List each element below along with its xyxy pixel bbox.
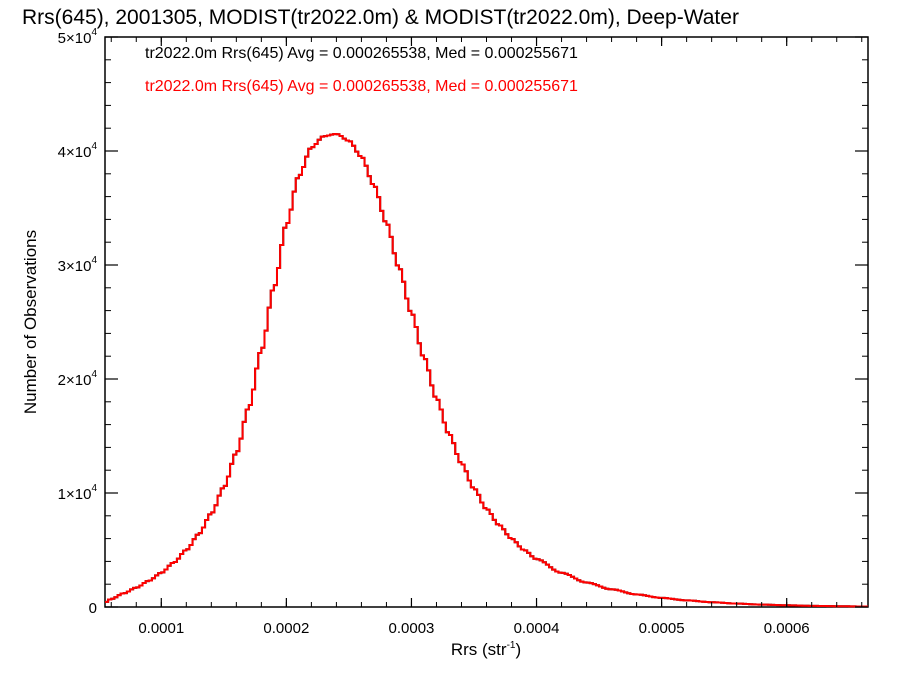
y-tick-label: 0	[89, 600, 97, 617]
x-axis-label-text: Rrs (str	[451, 640, 507, 659]
x-axis-label-end: )	[515, 640, 521, 659]
legend: tr2022.0m Rrs(645) Avg = 0.000265538, Me…	[145, 45, 578, 95]
plot-area: 0.0001 0.0002 0.0003 0.0004 0.0005 0.0006 0 1×1…	[58, 27, 869, 637]
y-tick-label: 2×104	[58, 369, 98, 389]
x-tick-label: 0.0005	[639, 620, 685, 637]
y-tick-label: 3×104	[58, 255, 98, 275]
x-tick-label: 0.0001	[138, 620, 184, 637]
series-layer	[105, 133, 868, 608]
plot-frame	[104, 36, 869, 608]
legend-entry-black: tr2022.0m Rrs(645) Avg = 0.000265538, Me…	[145, 45, 578, 62]
x-axis-label: Rrs (str-1)	[451, 640, 521, 659]
chart-title: Rrs(645), 2001305, MODIST(tr2022.0m) & M…	[22, 6, 739, 29]
x-tick-label: 0.0002	[263, 620, 309, 637]
y-axis-label: Number of Observations	[21, 230, 40, 414]
ticks-layer: 0.0001 0.0002 0.0003 0.0004 0.0005 0.0006 0 1×1…	[58, 27, 868, 637]
x-tick-label: 0.0003	[389, 620, 435, 637]
x-tick-label: 0.0004	[514, 620, 560, 637]
series-line-0	[105, 133, 868, 608]
y-tick-label: 5×104	[58, 27, 98, 47]
y-tick-label: 4×104	[58, 141, 98, 161]
x-axis-label-exponent: -1	[507, 640, 516, 651]
series-line-1	[105, 133, 868, 608]
x-tick-label: 0.0006	[764, 620, 810, 637]
legend-entry-red: tr2022.0m Rrs(645) Avg = 0.000265538, Me…	[145, 78, 578, 95]
y-tick-label: 1×104	[58, 483, 98, 503]
